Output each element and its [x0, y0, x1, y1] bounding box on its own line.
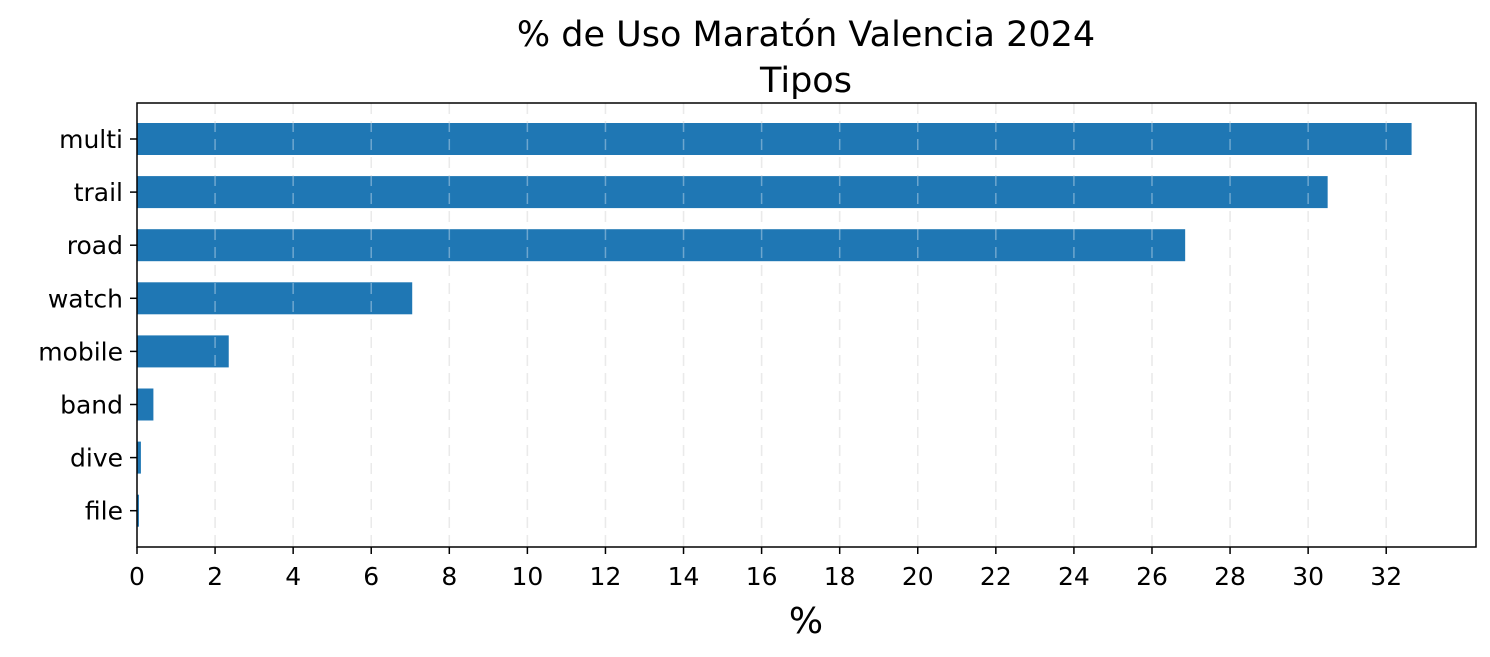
- bar-watch: [137, 282, 413, 315]
- chart-title: % de Uso Maratón Valencia 2024: [517, 15, 1095, 55]
- x-axis-label: %: [789, 601, 823, 642]
- y-tick-label: road: [67, 231, 123, 260]
- x-tick-label: 18: [824, 562, 856, 591]
- x-tick-label: 26: [1136, 562, 1168, 591]
- x-tick-label: 12: [590, 562, 622, 591]
- y-tick-label: multi: [59, 125, 123, 154]
- y-tick-label: file: [85, 497, 123, 526]
- grid-lines: [214, 103, 1387, 547]
- chart-subtitle: Tipos: [759, 61, 852, 101]
- x-tick-label: 32: [1370, 562, 1402, 591]
- x-tick-label: 20: [902, 562, 934, 591]
- x-tick-label: 28: [1214, 562, 1246, 591]
- bar-trail: [137, 176, 1328, 209]
- x-tick-label: 2: [207, 562, 223, 591]
- bar-road: [137, 229, 1186, 262]
- bars: [137, 123, 1412, 527]
- x-tick-label: 8: [441, 562, 457, 591]
- x-tick-label: 10: [511, 562, 543, 591]
- plot-frame: [136, 102, 1477, 548]
- y-tick-label: mobile: [38, 337, 123, 366]
- x-tick-label: 16: [746, 562, 778, 591]
- bar-dive: [137, 441, 141, 474]
- x-axis: 0 2 4 6 8 10 12 14 16 18 20 22 24 26 28 30 32: [129, 547, 1402, 591]
- x-tick-label: 22: [980, 562, 1012, 591]
- x-tick-label: 14: [668, 562, 700, 591]
- x-tick-label: 6: [363, 562, 379, 591]
- y-tick-label: trail: [74, 178, 123, 207]
- bar-mobile: [137, 335, 229, 368]
- bar-file: [137, 494, 139, 527]
- grid-lines-over-bars: [214, 103, 1387, 547]
- y-tick-label: dive: [70, 444, 123, 473]
- bar-multi: [137, 123, 1412, 155]
- x-tick-label: 24: [1058, 562, 1090, 591]
- y-axis: multi trail road watch mobile band dive file: [38, 125, 137, 526]
- y-tick-label: band: [60, 391, 123, 420]
- y-tick-label: watch: [48, 284, 123, 313]
- bar-band: [137, 388, 154, 421]
- x-tick-label: 4: [285, 562, 301, 591]
- x-tick-label: 30: [1292, 562, 1324, 591]
- x-tick-label: 0: [129, 562, 145, 591]
